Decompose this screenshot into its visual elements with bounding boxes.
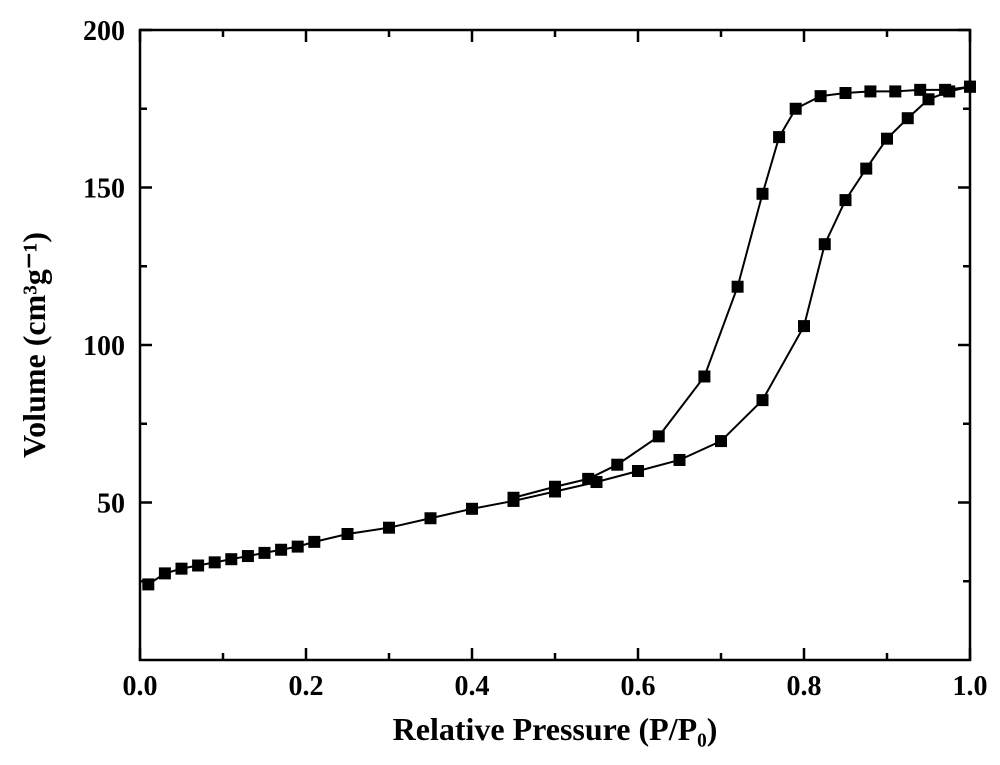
adsorption-marker [192,560,204,572]
desorption-marker [939,84,951,96]
adsorption-marker [425,512,437,524]
adsorption-marker [159,567,171,579]
adsorption-marker [860,163,872,175]
desorption-marker [757,188,769,200]
adsorption-marker [881,133,893,145]
y-axis-label: Volume (cm³g⁻¹) [16,232,52,458]
x-tick-label: 0.8 [787,671,822,702]
adsorption-marker [242,550,254,562]
adsorption-marker [308,536,320,548]
adsorption-marker [674,454,686,466]
adsorption-marker [142,578,154,590]
x-tick-label: 0.6 [621,671,656,702]
desorption-marker [549,481,561,493]
adsorption-marker [798,320,810,332]
desorption-marker [815,90,827,102]
desorption-marker [582,473,594,485]
y-tick-label: 50 [97,489,125,520]
desorption-marker [611,459,623,471]
desorption-marker [889,85,901,97]
adsorption-marker [176,563,188,575]
y-tick-label: 100 [83,331,125,362]
x-axis-label: Relative Pressure (P/P₀) [393,711,718,747]
adsorption-marker [715,435,727,447]
desorption-marker [914,84,926,96]
y-tick-label: 150 [83,174,125,205]
isotherm-chart: 0.0 0.2 0.4 0.6 0.8 1.0 50 100 150 200 Relative Pr… [0,0,1000,765]
desorption-marker [964,81,976,93]
adsorption-marker [757,394,769,406]
desorption-marker [790,103,802,115]
adsorption-marker [819,238,831,250]
desorption-marker [840,87,852,99]
desorption-marker [653,430,665,442]
adsorption-marker [342,528,354,540]
desorption-marker [773,131,785,143]
x-tick-label: 0.0 [123,671,158,702]
desorption-marker [732,281,744,293]
x-tick-label: 0.4 [455,671,490,702]
y-tick-label: 200 [83,16,125,47]
x-tick-label: 0.2 [289,671,324,702]
desorption-marker [508,492,520,504]
adsorption-marker [466,503,478,515]
x-tick-label: 1.0 [953,671,988,702]
adsorption-marker [840,194,852,206]
adsorption-marker [225,553,237,565]
desorption-marker [698,371,710,383]
adsorption-marker [383,522,395,534]
desorption-marker [864,85,876,97]
adsorption-marker [259,547,271,559]
adsorption-marker [275,544,287,556]
adsorption-marker [902,112,914,124]
chart-svg: 0.0 0.2 0.4 0.6 0.8 1.0 50 100 150 200 Relative Pr… [0,0,1000,765]
adsorption-marker [632,465,644,477]
adsorption-marker [292,541,304,553]
adsorption-marker [209,556,221,568]
